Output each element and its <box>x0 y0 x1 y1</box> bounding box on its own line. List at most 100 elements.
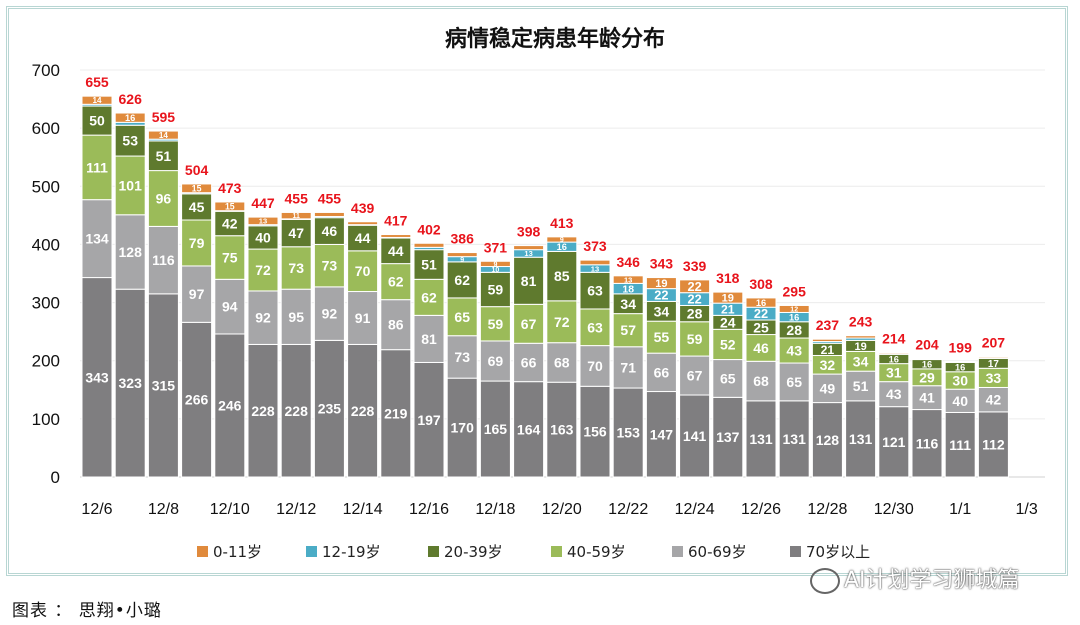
bar-segment <box>944 360 976 363</box>
x-tick-label: 1/1 <box>949 501 971 518</box>
watermark-text: AI计划学习狮城篇 <box>844 568 1020 593</box>
total-label: 339 <box>683 258 707 274</box>
total-label: 398 <box>517 224 541 240</box>
total-label: 318 <box>716 270 740 286</box>
legend-label: 40-59岁 <box>567 543 626 561</box>
segment-label: 17 <box>988 359 999 370</box>
segment-label: 62 <box>454 272 470 288</box>
segment-label: 16 <box>125 113 135 123</box>
segment-label: 50 <box>89 113 105 129</box>
total-label: 655 <box>85 74 109 90</box>
bar-segment <box>546 381 578 478</box>
x-tick-label: 12/26 <box>741 501 781 518</box>
segment-label: 9 <box>560 237 564 244</box>
bar-segment <box>147 130 179 140</box>
segment-label: 22 <box>687 292 701 307</box>
bar-segment <box>977 356 1009 359</box>
bar-segment <box>280 211 312 220</box>
segment-label: 21 <box>821 343 835 357</box>
bar-segment <box>280 288 312 345</box>
bar-segment <box>247 290 279 345</box>
segment-label: 51 <box>156 148 172 164</box>
y-tick-label: 500 <box>32 177 60 196</box>
wechat-icon <box>810 568 840 594</box>
bar-segment <box>712 359 744 398</box>
segment-label: 81 <box>521 273 537 289</box>
segment-label: 13 <box>524 249 532 258</box>
total-label: 447 <box>251 195 275 211</box>
segment-label: 53 <box>122 133 138 149</box>
bar-segment <box>280 343 312 478</box>
bar-segment <box>380 237 412 265</box>
segment-label: 28 <box>786 322 802 338</box>
chart-title: 病情稳定病患年龄分布 <box>445 26 665 52</box>
segment-label: 141 <box>683 428 707 444</box>
segment-label: 67 <box>521 316 537 332</box>
segment-label: 15 <box>192 183 202 193</box>
segment-label: 11 <box>292 213 300 220</box>
segment-label: 65 <box>454 309 470 325</box>
segment-label: 111 <box>86 159 108 175</box>
bar-segment <box>479 260 511 268</box>
segment-label: 40 <box>952 393 968 409</box>
segment-label: 12 <box>790 306 798 313</box>
segment-label: 75 <box>222 250 238 266</box>
bar-segment <box>546 236 578 243</box>
segment-label: 70 <box>587 358 603 374</box>
total-label: 295 <box>783 283 807 299</box>
segment-label: 131 <box>849 431 873 447</box>
bar-segment <box>645 391 677 478</box>
bar-segment <box>745 334 777 362</box>
bar-segment <box>214 278 246 335</box>
bar-segment <box>745 360 777 402</box>
segment-label: 14 <box>159 131 169 140</box>
bar-segment <box>413 314 445 363</box>
segment-label: 96 <box>156 191 172 207</box>
bar-segment <box>546 342 578 383</box>
segment-label: 67 <box>687 368 703 384</box>
segment-label: 101 <box>119 177 143 193</box>
y-tick-label: 700 <box>32 61 60 80</box>
total-label: 402 <box>417 221 441 237</box>
bar-segment <box>479 380 511 478</box>
segment-label: 111 <box>949 437 971 453</box>
segment-label: 323 <box>119 375 143 391</box>
x-tick-label: 12/16 <box>409 501 449 518</box>
bar-segment <box>147 225 179 295</box>
segment-label: 235 <box>318 401 342 417</box>
bar-segment <box>579 308 611 347</box>
segment-label: 97 <box>189 286 205 302</box>
y-tick-label: 100 <box>32 410 60 429</box>
x-tick-label: 12/20 <box>542 501 582 518</box>
x-tick-label: 12/8 <box>148 501 179 518</box>
segment-label: 45 <box>189 199 205 215</box>
bar-segment <box>679 394 711 478</box>
bar-segment <box>645 320 677 354</box>
segment-label: 131 <box>749 431 773 447</box>
bar-segment <box>645 352 677 393</box>
segment-label: 68 <box>554 354 570 370</box>
segment-label: 66 <box>654 364 670 380</box>
y-tick-label: 600 <box>32 119 60 138</box>
segment-label: 79 <box>189 235 205 251</box>
segment-label: 156 <box>583 424 607 440</box>
segment-label: 43 <box>886 386 902 402</box>
segment-label: 13 <box>624 275 632 284</box>
total-label: 308 <box>749 276 773 292</box>
bar-segment <box>446 252 478 258</box>
total-label: 455 <box>285 190 309 206</box>
segment-label: 34 <box>654 303 670 319</box>
segment-label: 66 <box>521 354 537 370</box>
segment-label: 25 <box>753 319 769 335</box>
segment-label: 315 <box>152 377 176 393</box>
legend-swatch <box>197 546 208 557</box>
bar-segment <box>811 338 843 343</box>
segment-label: 47 <box>288 225 304 241</box>
segment-label: 42 <box>986 392 1002 408</box>
bar-segment <box>280 218 312 248</box>
total-label: 343 <box>650 256 674 272</box>
segment-label: 44 <box>388 243 404 259</box>
bar-segment <box>347 221 379 226</box>
bar-segment <box>181 193 213 221</box>
segment-label: 49 <box>820 380 836 396</box>
